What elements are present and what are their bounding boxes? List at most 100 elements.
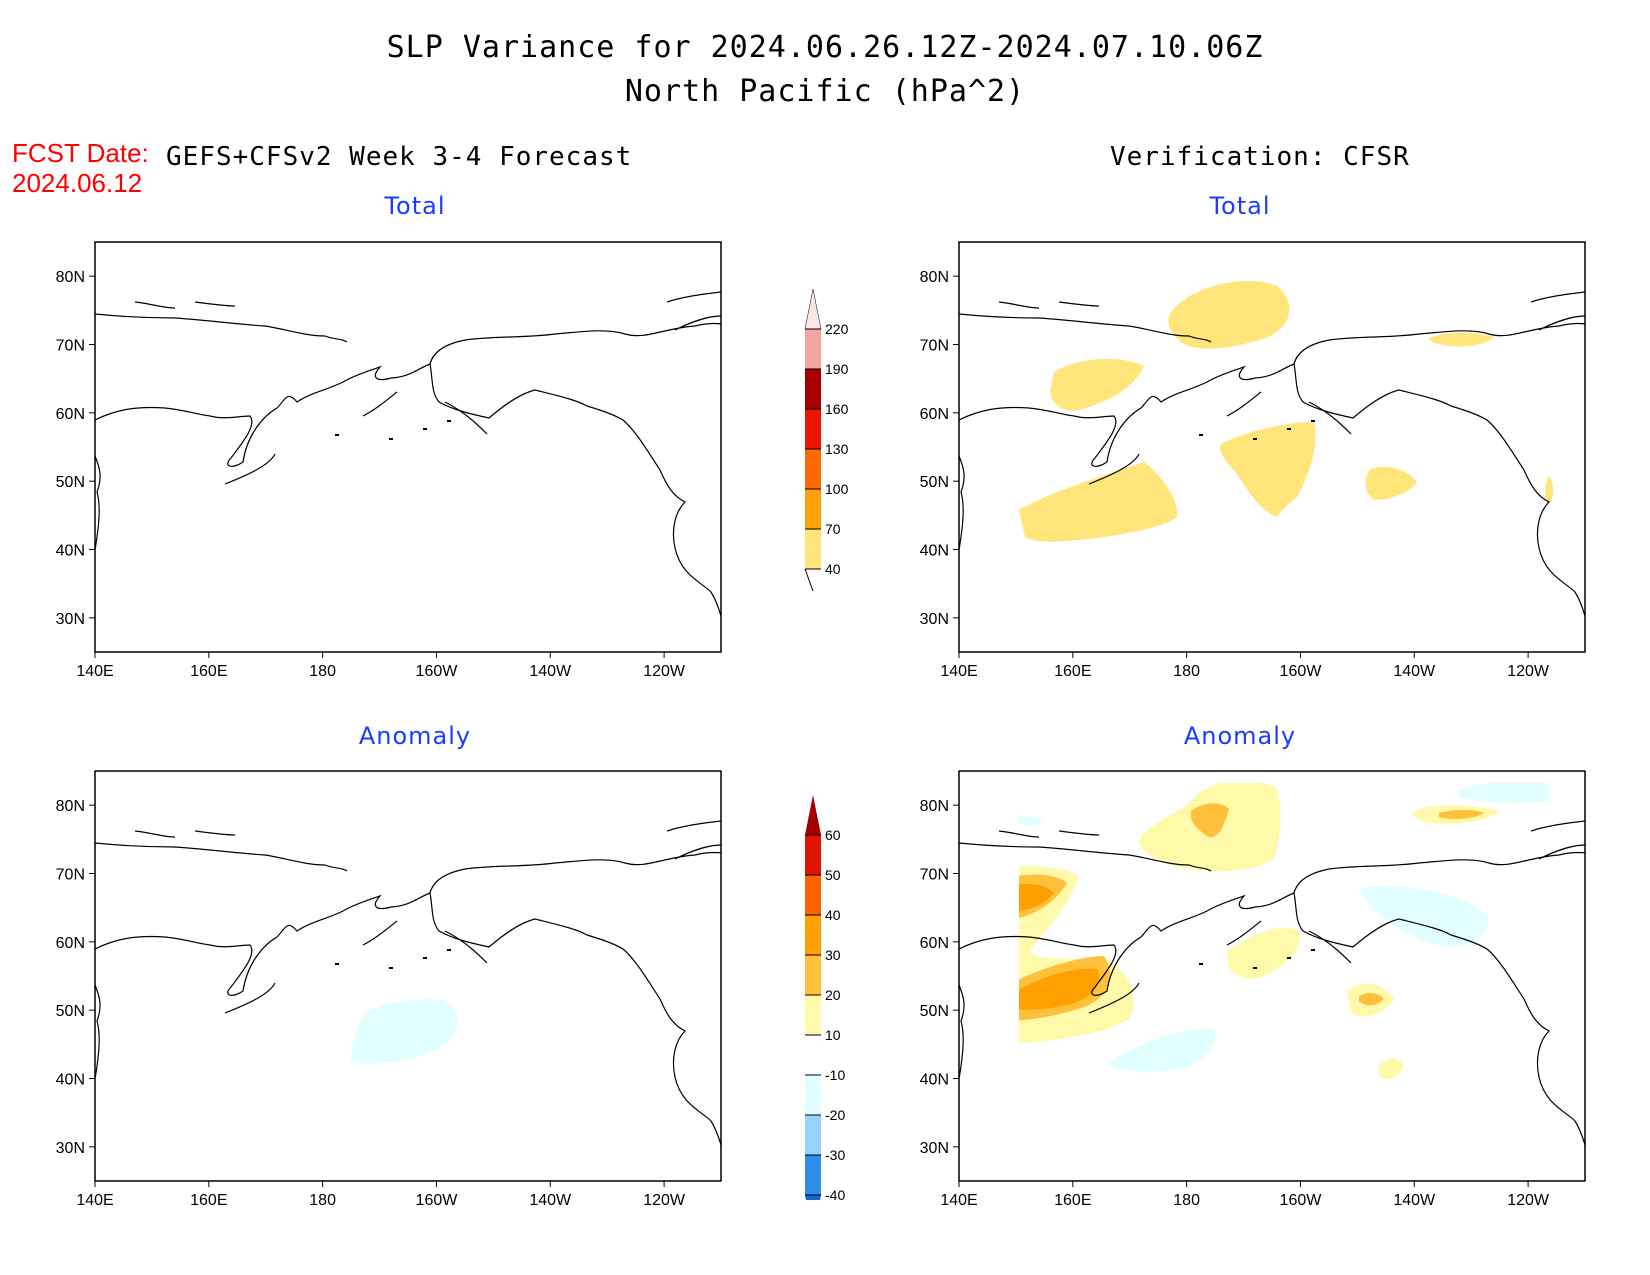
map-frame	[958, 241, 1586, 653]
lon-label: 160W	[1280, 1192, 1323, 1209]
coastline	[959, 842, 1212, 872]
island-marker	[1253, 438, 1257, 440]
island-marker	[335, 434, 339, 436]
lat-label: 70N	[920, 867, 949, 884]
lon-label: 160E	[1054, 1192, 1091, 1209]
lat-label: 80N	[920, 798, 949, 815]
island-marker	[1311, 949, 1315, 951]
coastline	[674, 844, 721, 860]
island-marker	[1311, 420, 1315, 422]
coastline	[1058, 301, 1100, 307]
island-marker	[1287, 428, 1291, 430]
colorbar-swatch	[805, 1115, 821, 1155]
colorbar-label: 40	[825, 561, 841, 577]
island-marker	[1199, 963, 1203, 965]
variance-contour-40	[1168, 280, 1290, 349]
verification-anomaly-map: 80N 70N 60N 50N 40N 30N 140E 160E 180 160W 140W 120…	[920, 770, 1586, 1209]
colorbar-label: 20	[825, 987, 841, 1003]
coastline	[95, 455, 101, 551]
lon-label: 160W	[416, 1192, 459, 1209]
panel-title-verif-anomaly: Anomaly	[1183, 722, 1297, 750]
colorbar-swatch	[804, 288, 822, 330]
coastline	[1293, 322, 1585, 365]
forecast-header: GEFS+CFSv2 Week 3-4 Forecast	[166, 142, 633, 172]
coastline	[95, 313, 348, 343]
coastline	[444, 401, 488, 435]
lon-label: 140E	[940, 663, 977, 680]
coastline	[224, 453, 276, 485]
lat-label: 60N	[56, 935, 85, 952]
coastline	[1530, 820, 1585, 832]
coastline	[134, 830, 176, 838]
total-colorbar: 40 70 100 130 160 190 220	[804, 288, 849, 592]
coastline	[1308, 930, 1352, 964]
colorbar-swatch	[805, 1155, 821, 1195]
coastline	[674, 315, 721, 331]
lat-label: 50N	[920, 474, 949, 491]
island-marker	[389, 438, 393, 440]
map-frame	[94, 241, 722, 653]
island-marker	[423, 957, 427, 959]
colorbar-swatch	[805, 795, 821, 835]
lon-label: 120W	[1507, 1192, 1550, 1209]
island-marker	[389, 967, 393, 969]
anomaly-contour-neg10	[1359, 886, 1489, 947]
colorbar-swatch	[805, 449, 821, 489]
verification-total-map: 80N 70N 60N 50N 40N 30N 140E 160E 180 160W 140W 120…	[920, 241, 1586, 680]
lon-label: 160W	[1280, 663, 1323, 680]
coastline	[959, 892, 1585, 1148]
colorbar-label: 220	[825, 321, 849, 337]
lon-label: 140E	[76, 663, 113, 680]
coastline	[444, 930, 488, 964]
main-title-line2: North Pacific (hPa^2)	[624, 74, 1026, 109]
lat-label: 50N	[56, 474, 85, 491]
fcst-date-value: 2024.06.12	[12, 168, 143, 198]
colorbar-swatch	[805, 1195, 821, 1200]
lon-label: 120W	[1507, 663, 1550, 680]
lat-label: 50N	[56, 1003, 85, 1020]
coastline	[194, 830, 236, 836]
lat-label: 40N	[920, 543, 949, 560]
coastline	[1530, 291, 1585, 303]
lon-label: 120W	[643, 663, 686, 680]
lon-label: 160W	[416, 663, 459, 680]
map-frame	[958, 770, 1586, 1182]
lon-label: 180	[1173, 663, 1200, 680]
coastline	[666, 291, 721, 303]
lon-label: 140W	[529, 663, 572, 680]
island-marker	[1253, 967, 1257, 969]
anomaly-colorbar: 60 50 40 30 20 10 -10 -20 -30 -40	[805, 795, 845, 1200]
variance-contour-40	[1019, 462, 1178, 542]
colorbar-label: 160	[825, 401, 849, 417]
lat-label: 30N	[56, 1140, 85, 1157]
coastline	[1293, 851, 1585, 894]
lat-label: 40N	[56, 543, 85, 560]
colorbar-label: 70	[825, 521, 841, 537]
lon-label: 160E	[190, 1192, 227, 1209]
colorbar-label: 190	[825, 361, 849, 377]
verification-header: Verification: CFSR	[1110, 142, 1410, 172]
coastline	[224, 982, 276, 1014]
lon-label: 140W	[1393, 1192, 1436, 1209]
coastline	[1226, 391, 1262, 417]
variance-contour-40	[1050, 358, 1144, 411]
lon-label: 180	[309, 663, 336, 680]
coastline	[134, 301, 176, 309]
anomaly-contour-20	[1190, 803, 1229, 838]
coastline	[1308, 401, 1352, 435]
panel-title-fcst-total: Total	[384, 192, 446, 220]
colorbar-label: 30	[825, 947, 841, 963]
coastline	[429, 322, 721, 365]
variance-contour-40	[1365, 466, 1417, 500]
lat-label: 70N	[56, 867, 85, 884]
coastline	[95, 842, 348, 872]
colorbar-label: 130	[825, 441, 849, 457]
coastline	[95, 892, 721, 1148]
main-title-line1: SLP Variance for 2024.06.26.12Z-2024.07.…	[386, 30, 1264, 65]
anomaly-contour-10	[1379, 1058, 1404, 1080]
anomaly-contour-neg10	[1109, 1028, 1215, 1072]
coastline	[95, 984, 101, 1080]
forecast-anomaly-map: 80N 70N 60N 50N 40N 30N 140E 160E 180 160W 140W 120…	[56, 770, 722, 1209]
lat-label: 80N	[56, 798, 85, 815]
colorbar-swatch	[805, 529, 821, 569]
